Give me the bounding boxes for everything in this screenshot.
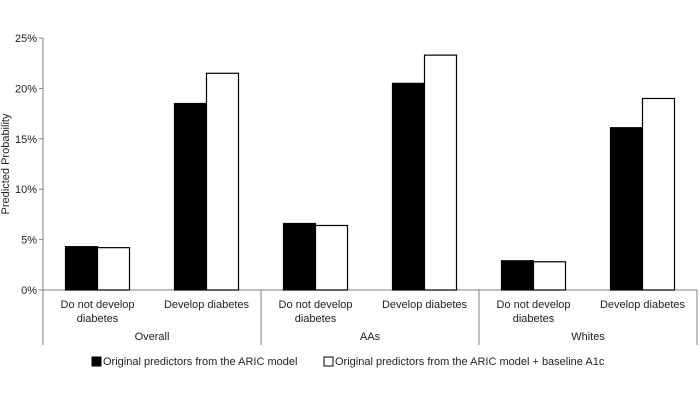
- y-tick-label: 10%: [15, 184, 37, 196]
- axes: 0% 5% 10% 15% 20% 25%: [15, 33, 698, 345]
- bar-aric: [500, 260, 535, 291]
- legend-label: Original predictors from the ARIC model …: [335, 356, 605, 368]
- y-tick-label: 25%: [15, 33, 37, 45]
- y-tick-label: 5%: [21, 235, 37, 247]
- bar-aric-a1c: [96, 247, 131, 291]
- bar-aric-a1c: [205, 72, 240, 291]
- legend-swatch: [91, 356, 102, 367]
- bar-aric-a1c: [641, 97, 676, 291]
- bars: [64, 54, 676, 291]
- y-tick-label: 20%: [15, 83, 37, 95]
- bar-aric-a1c: [314, 224, 349, 291]
- bar-aric: [282, 222, 317, 291]
- bar-aric: [609, 127, 644, 291]
- group-label: Whites: [571, 331, 605, 343]
- bar-aric: [391, 82, 426, 291]
- bar-aric-a1c: [423, 54, 458, 291]
- legend: Original predictors from the ARIC model O…: [91, 356, 605, 368]
- group-label: Overall: [135, 331, 170, 343]
- category-labels: Do not develop diabetes Develop diabetes Ov…: [61, 299, 686, 343]
- category-label: Do not develop diabetes: [279, 299, 353, 325]
- category-label: Do not develop diabetes: [61, 299, 135, 325]
- bar-aric: [173, 102, 208, 291]
- category-label: Do not develop diabetes: [497, 299, 571, 325]
- y-tick-label: 15%: [15, 134, 37, 146]
- category-label: Develop diabetes: [164, 299, 250, 311]
- category-label: Develop diabetes: [382, 299, 468, 311]
- bar-aric: [64, 246, 99, 291]
- legend-label: Original predictors from the ARIC model: [103, 356, 297, 368]
- y-axis-title: Predicted Probability: [0, 113, 12, 214]
- bar-aric-a1c: [532, 261, 567, 291]
- group-label: AAs: [360, 331, 381, 343]
- legend-swatch: [323, 356, 334, 367]
- y-tick-label: 0%: [21, 285, 37, 297]
- category-label: Develop diabetes: [600, 299, 686, 311]
